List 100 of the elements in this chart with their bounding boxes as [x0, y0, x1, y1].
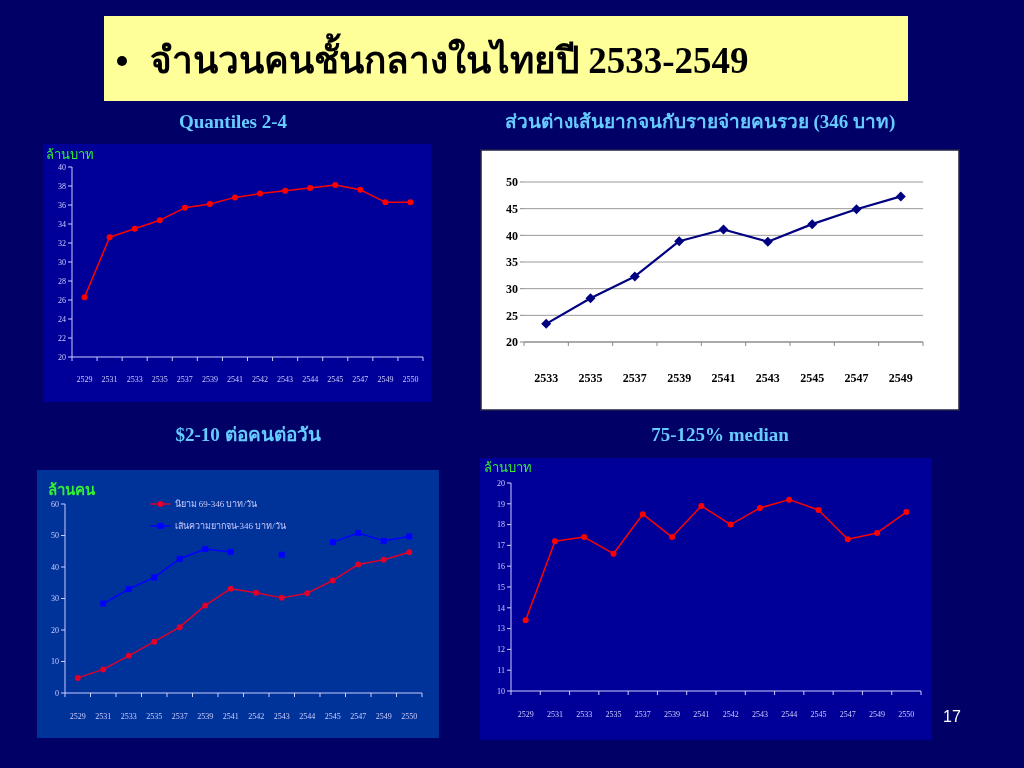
y-tick-label: 28 — [58, 276, 66, 286]
point — [585, 293, 596, 304]
point — [181, 204, 188, 211]
y-tick-label: 60 — [51, 499, 59, 509]
point — [541, 318, 552, 329]
point — [227, 548, 234, 555]
point — [100, 600, 107, 607]
point — [100, 666, 107, 673]
y-tick-label: 20 — [506, 335, 518, 350]
x-tick-label: 2533 — [120, 712, 137, 721]
x-tick-label: 2531 — [546, 710, 563, 719]
point — [551, 538, 558, 545]
x-tick-label: 2542 — [722, 710, 739, 719]
point — [406, 533, 413, 540]
x-tick-label: 2545 — [327, 375, 344, 384]
x-tick-label: 2531 — [95, 712, 112, 721]
chart-title: 75-125% median — [651, 424, 790, 445]
y-tick-label: 22 — [58, 333, 66, 343]
point — [786, 496, 793, 503]
point — [355, 561, 362, 568]
point — [278, 551, 285, 558]
x-tick-label: 2547 — [352, 375, 369, 384]
x-tick-label: 2550 — [402, 375, 419, 384]
point — [257, 190, 264, 197]
y-tick-label: 40 — [51, 562, 59, 572]
y-tick-label: 15 — [497, 582, 505, 592]
point — [278, 594, 285, 601]
point — [355, 529, 362, 536]
x-tick-label: 2544 — [299, 712, 316, 721]
x-tick-label: 2543 — [277, 375, 294, 384]
point — [727, 521, 734, 528]
y-tick-label: 38 — [58, 181, 66, 191]
y-axis-title: ล้านคน — [48, 482, 96, 498]
x-tick-label: 2549 — [888, 371, 913, 385]
x-tick-label: 2549 — [377, 375, 394, 384]
x-tick-label: 2539 — [201, 375, 218, 384]
x-tick-label: 2539 — [664, 710, 681, 719]
y-tick-label: 30 — [58, 257, 66, 267]
point — [581, 534, 588, 541]
point — [176, 555, 183, 562]
point — [253, 589, 260, 596]
point — [851, 204, 862, 215]
x-tick-label: 2539 — [197, 712, 214, 721]
y-tick-label: 10 — [497, 686, 505, 696]
point — [756, 504, 763, 511]
y-tick-label: 30 — [51, 594, 59, 604]
point — [81, 294, 88, 301]
y-tick-label: 13 — [497, 624, 505, 634]
point — [382, 199, 389, 206]
x-tick-label: 2547 — [350, 712, 367, 721]
x-tick-label: 2543 — [751, 710, 768, 719]
point — [669, 534, 676, 541]
point — [151, 574, 158, 581]
point — [407, 199, 414, 206]
point — [151, 638, 158, 645]
text: 17 — [943, 708, 961, 725]
point — [332, 182, 339, 189]
point — [176, 624, 183, 631]
chart-title: ส่วนต่างเส้นยากจนกับรายจ่ายคนรวย (346 บาท) — [504, 111, 896, 133]
point — [406, 549, 413, 556]
point — [307, 184, 314, 191]
y-tick-label: 17 — [497, 541, 505, 551]
point — [202, 546, 209, 553]
y-tick-label: 50 — [51, 531, 59, 541]
y-tick-label: 34 — [58, 219, 66, 229]
point — [357, 186, 364, 193]
x-tick-label: 2529 — [76, 375, 93, 384]
point — [304, 590, 311, 597]
point — [903, 509, 910, 516]
point — [156, 217, 163, 224]
y-tick-label: 25 — [506, 308, 518, 323]
y-tick-label: 50 — [506, 175, 518, 190]
x-tick-label: 2539 — [667, 371, 692, 385]
x-tick-label: 2533 — [126, 375, 143, 384]
x-tick-label: 2543 — [273, 712, 290, 721]
legend-label: นิยาม 69-346 บาท/วัน — [174, 499, 257, 510]
y-tick-label: 36 — [58, 200, 66, 210]
point — [718, 224, 729, 235]
point — [329, 539, 336, 546]
y-tick-label: 11 — [497, 666, 505, 675]
x-tick-label: 2535 — [146, 712, 163, 721]
x-tick-label: 2541 — [693, 710, 710, 719]
point — [610, 550, 617, 557]
x-tick-label: 2529 — [69, 712, 86, 721]
point — [522, 617, 529, 624]
y-tick-label: 30 — [506, 281, 518, 296]
x-tick-label: 2545 — [324, 712, 341, 721]
point — [106, 234, 113, 241]
point — [674, 236, 685, 247]
x-tick-label: 2535 — [578, 371, 603, 385]
chart-title: Quantiles 2-4 — [178, 111, 288, 132]
x-tick-label: 2533 — [534, 371, 559, 385]
y-tick-label: 40 — [58, 162, 66, 172]
x-tick-label: 2535 — [605, 710, 622, 719]
point — [874, 529, 881, 536]
x-tick-label: 2537 — [176, 375, 193, 384]
point — [762, 236, 773, 247]
point — [807, 219, 818, 230]
y-tick-label: 16 — [497, 562, 505, 571]
y-tick-label: 14 — [497, 603, 505, 613]
